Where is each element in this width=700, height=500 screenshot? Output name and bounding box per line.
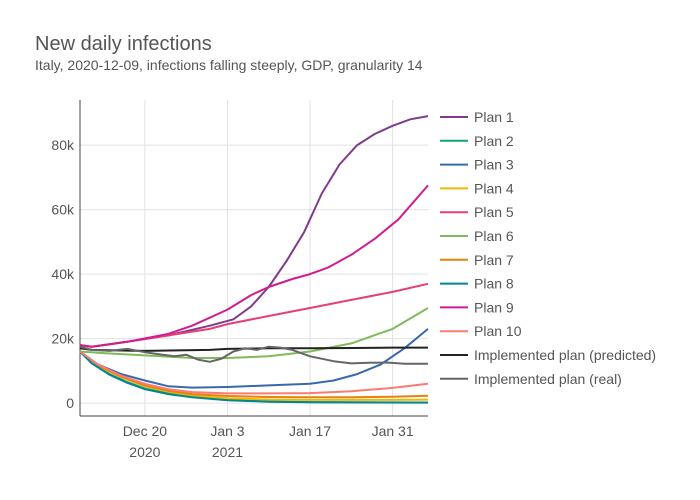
series-line-6 [79, 307, 429, 359]
grid-lines [79, 100, 428, 417]
series-line-12 [79, 345, 428, 365]
legend-label: Plan 2 [474, 133, 514, 149]
series-line-1 [79, 115, 429, 348]
legend-item-5[interactable]: Plan 5 [440, 204, 514, 220]
series-line-10 [79, 350, 429, 395]
legend-item-4[interactable]: Plan 4 [440, 180, 514, 196]
y-tick-label: 0 [66, 395, 74, 411]
legend-label: Implemented plan (real) [474, 371, 622, 387]
legend-label: Plan 10 [474, 323, 522, 339]
legend-item-12[interactable]: Implemented plan (real) [440, 371, 622, 387]
legend-label: Plan 6 [474, 228, 514, 244]
legend-label: Plan 1 [474, 109, 514, 125]
x-tick-label: Jan 3 [210, 423, 244, 439]
x-tick-label: Jan 17 [289, 423, 331, 439]
series-lines [79, 115, 429, 404]
x-tick-label: Dec 20 [123, 423, 168, 439]
y-tick-label: 80k [51, 137, 75, 153]
legend-item-1[interactable]: Plan 1 [440, 109, 514, 125]
chart-title: New daily infections [35, 33, 212, 55]
chart-subtitle: Italy, 2020-12-09, infections falling st… [35, 57, 423, 73]
series-line-3 [79, 328, 429, 389]
legend-label: Plan 7 [474, 252, 514, 268]
series-line-9 [79, 184, 429, 348]
x-tick-label: Jan 31 [372, 423, 414, 439]
legend-item-3[interactable]: Plan 3 [440, 157, 514, 173]
x-axis-ticks: Dec 20 2020 Jan 3 2021 Jan 17 Jan 31 [123, 423, 414, 460]
legend-item-9[interactable]: Plan 9 [440, 299, 514, 315]
legend-item-8[interactable]: Plan 8 [440, 276, 514, 292]
y-tick-label: 60k [51, 202, 75, 218]
legend-label: Plan 5 [474, 204, 514, 220]
legend-item-6[interactable]: Plan 6 [440, 228, 514, 244]
legend-label: Plan 3 [474, 157, 514, 173]
legend-label: Implemented plan (predicted) [474, 347, 656, 363]
legend-item-2[interactable]: Plan 2 [440, 133, 514, 149]
x-tick-sublabel: 2021 [212, 444, 243, 460]
series-line-8 [79, 350, 429, 404]
legend-label: Plan 4 [474, 180, 514, 196]
legend[interactable]: Plan 1 Plan 2 Plan 3 Plan 4 Plan 5 Plan 6 Plan… [440, 109, 656, 387]
y-tick-label: 40k [51, 266, 75, 282]
x-tick-sublabel: 2020 [129, 444, 160, 460]
series-line-7 [79, 350, 429, 399]
y-axis-ticks: 0 20k 40k 60k 80k [51, 137, 75, 411]
legend-item-11[interactable]: Implemented plan (predicted) [440, 347, 656, 363]
legend-item-7[interactable]: Plan 7 [440, 252, 514, 268]
legend-item-10[interactable]: Plan 10 [440, 323, 522, 339]
y-tick-label: 20k [51, 331, 75, 347]
legend-label: Plan 9 [474, 299, 514, 315]
legend-label: Plan 8 [474, 276, 514, 292]
